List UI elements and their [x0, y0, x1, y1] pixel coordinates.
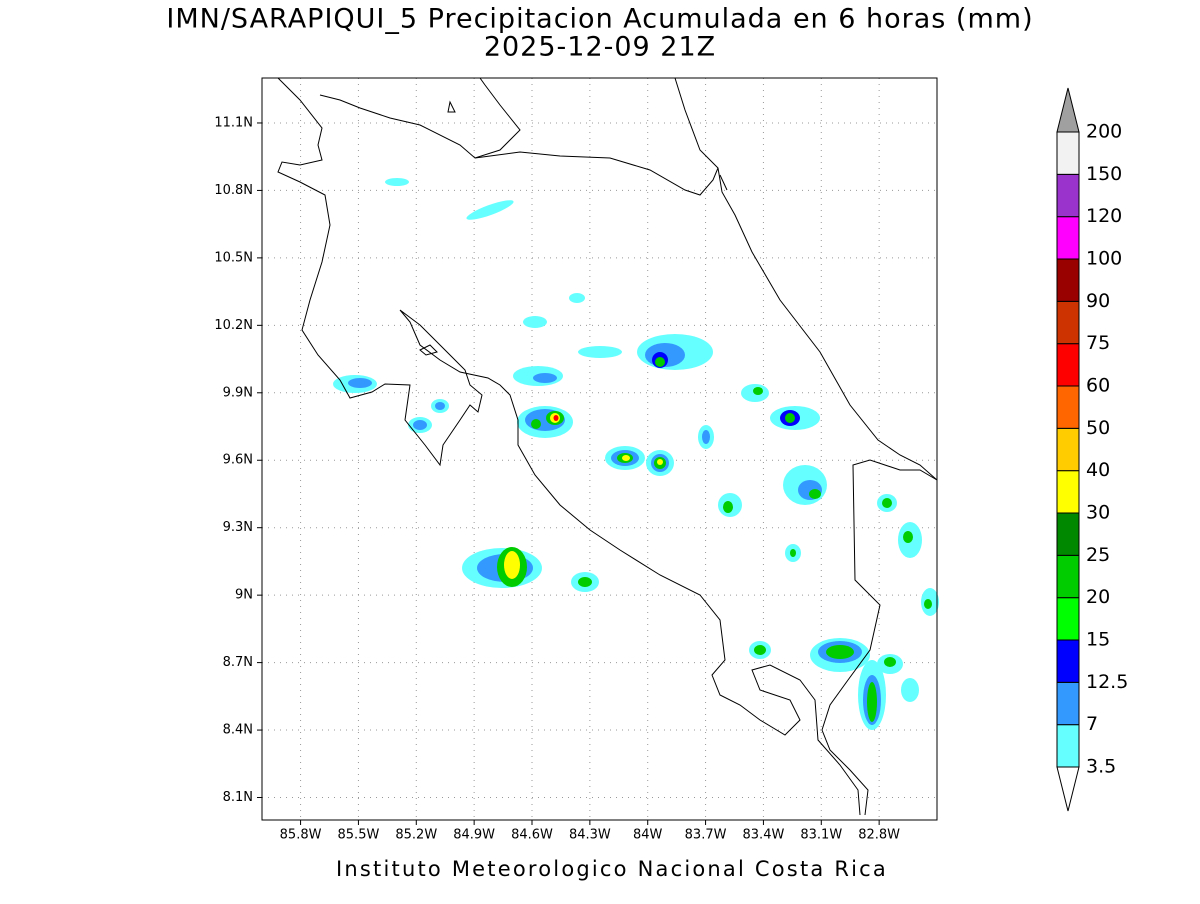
colorbar-segment	[1056, 554, 1080, 599]
map-frame	[261, 77, 938, 821]
colorbar-label: 120	[1086, 205, 1122, 227]
colorbar: 3.5 7 12.5 15 20 25 30 40 50 60 75 90 100 120 150 200	[1056, 87, 1128, 812]
colorbar-segment	[1056, 639, 1080, 683]
colorbar-label: 3.5	[1086, 756, 1116, 778]
colorbar-label: 100	[1086, 248, 1122, 270]
y-tick-label: 9.6N	[223, 453, 253, 468]
y-tick-label: 9.9N	[223, 385, 253, 400]
colorbar-label: 25	[1086, 544, 1110, 566]
colorbar-segment	[1056, 470, 1080, 514]
x-tick-label: 83.1W	[800, 828, 842, 843]
colorbar-segment	[1056, 724, 1080, 768]
footer: Instituto Meteorologico Nacional Costa R…	[336, 857, 888, 881]
y-tick-label: 10.2N	[214, 318, 253, 333]
coastline	[277, 77, 938, 816]
y-tick-label: 8.1N	[223, 790, 253, 805]
colorbar-label: 50	[1086, 417, 1110, 439]
y-tick-label: 10.8N	[214, 183, 253, 198]
precipitation	[333, 178, 939, 730]
x-tick-label: 83.7W	[685, 828, 727, 843]
colorbar-label: 200	[1086, 121, 1122, 143]
y-tick-label: 9.3N	[223, 520, 253, 535]
x-tick-label: 82.8W	[858, 828, 900, 843]
colorbar-segment	[1056, 300, 1080, 345]
y-tick-label: 11.1N	[214, 115, 253, 130]
x-tick-label: 83.4W	[743, 828, 785, 843]
colorbar-segment	[1056, 258, 1080, 302]
colorbar-segment	[1056, 131, 1080, 175]
colorbar-label: 60	[1086, 375, 1110, 397]
x-tick-label: 84.9W	[453, 828, 495, 843]
y-tick-label: 8.7N	[223, 655, 253, 670]
colorbar-label: 40	[1086, 459, 1110, 481]
colorbar-segment	[1056, 173, 1080, 218]
colorbar-segment	[1056, 343, 1080, 387]
colorbar-label: 12.5	[1086, 671, 1128, 693]
x-tick-label: 85.8W	[280, 828, 322, 843]
y-tick-label: 8.4N	[223, 723, 253, 738]
colorbar-label: 7	[1086, 713, 1098, 735]
colorbar-under	[1056, 766, 1080, 812]
x-tick-label: 85.2W	[395, 828, 437, 843]
colorbar-label: 75	[1086, 332, 1110, 354]
colorbar-segment	[1056, 512, 1080, 556]
colorbar-label: 20	[1086, 586, 1110, 608]
subtitle: 2025-12-09 21Z	[484, 32, 716, 63]
colorbar-label: 30	[1086, 502, 1110, 524]
colorbar-over	[1056, 87, 1080, 133]
title: IMN/SARAPIQUI_5 Precipitacion Acumulada …	[166, 4, 1033, 35]
colorbar-segment	[1056, 597, 1080, 641]
x-tick-label: 85.5W	[338, 828, 380, 843]
colorbar-segment	[1056, 681, 1080, 726]
colorbar-label: 150	[1086, 163, 1122, 185]
x-tick-label: 84W	[633, 828, 663, 843]
x-tick-label: 84.6W	[511, 828, 553, 843]
colorbar-label: 15	[1086, 629, 1110, 651]
grid	[262, 78, 937, 820]
y-tick-label: 9N	[235, 588, 253, 603]
colorbar-label: 90	[1086, 290, 1110, 312]
colorbar-segment	[1056, 216, 1080, 260]
colorbar-segment	[1056, 385, 1080, 429]
y-tick-label: 10.5N	[214, 250, 253, 265]
colorbar-segment	[1056, 427, 1080, 472]
x-tick-label: 84.3W	[569, 828, 611, 843]
